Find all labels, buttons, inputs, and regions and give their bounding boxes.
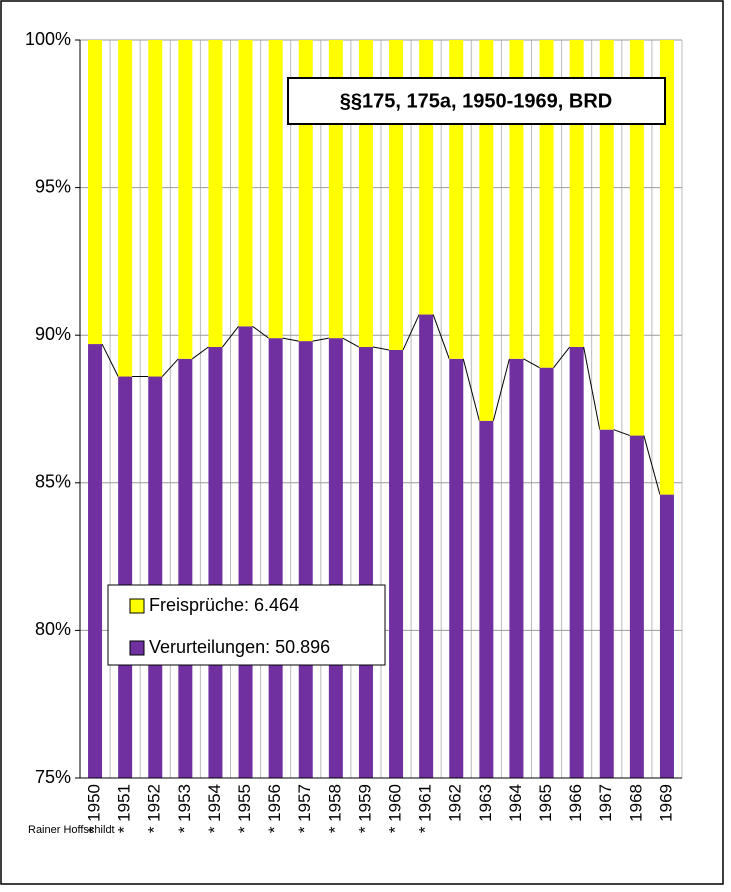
series-line	[613, 429, 631, 437]
bar	[238, 326, 253, 778]
legend-label: Verurteilungen: 50.896	[149, 637, 330, 657]
x-tick-label: * 1952	[145, 784, 164, 833]
bar	[88, 40, 103, 345]
bar	[208, 40, 223, 348]
bar	[419, 314, 434, 778]
series-line	[372, 346, 390, 351]
x-tick-label: 1968	[626, 784, 645, 822]
legend-swatch	[129, 640, 145, 656]
series-line	[583, 346, 601, 430]
bar	[268, 40, 283, 339]
bar	[178, 358, 193, 778]
bar	[599, 40, 614, 430]
x-tick-label: * 1955	[235, 784, 254, 833]
bar	[539, 367, 554, 778]
series-line	[432, 314, 450, 359]
y-tick-label: 90%	[35, 324, 71, 344]
series-line	[101, 343, 119, 377]
title-box	[287, 77, 666, 125]
x-tick-label: 1965	[536, 784, 555, 822]
bar	[599, 429, 614, 778]
series-line	[643, 435, 661, 495]
series-line	[161, 358, 179, 377]
bar	[358, 347, 373, 778]
bar	[569, 347, 584, 778]
bar	[118, 40, 133, 377]
x-tick-label: 1962	[446, 784, 465, 822]
series-line	[222, 326, 239, 348]
series-line	[492, 358, 510, 421]
series-line	[462, 358, 480, 421]
bar	[629, 435, 644, 778]
y-tick-label: 85%	[35, 472, 71, 492]
series-line	[282, 337, 299, 342]
bar	[268, 338, 283, 778]
x-tick-label: * 1958	[325, 784, 344, 833]
x-tick-label: 1967	[596, 784, 615, 822]
annotation: Rainer Hoffschildt	[28, 824, 115, 836]
bar	[449, 358, 464, 778]
bar	[509, 358, 524, 778]
bar	[208, 347, 223, 778]
y-tick-label: 100%	[25, 29, 71, 49]
bar	[148, 40, 163, 377]
series-line	[402, 314, 420, 351]
bar	[479, 420, 494, 778]
x-tick-label: * 1956	[265, 784, 284, 833]
series-line	[553, 346, 571, 368]
x-tick-label: * 1950	[85, 784, 104, 833]
bar	[88, 344, 103, 778]
x-tick-label: * 1954	[205, 784, 224, 833]
bar	[629, 40, 644, 436]
bar	[118, 376, 133, 778]
bar	[328, 338, 343, 778]
bar	[178, 40, 193, 359]
x-tick-label: 1966	[566, 784, 585, 822]
bar	[659, 40, 674, 495]
x-tick-label: * 1953	[175, 784, 194, 833]
y-tick-label: 75%	[35, 767, 71, 787]
x-tick-label: * 1960	[386, 784, 405, 833]
x-tick-label: * 1959	[355, 784, 374, 833]
bar	[298, 341, 313, 778]
bar	[659, 494, 674, 778]
legend-swatch	[129, 598, 145, 614]
series-line	[312, 337, 329, 342]
x-tick-label: * 1961	[416, 784, 435, 833]
bar	[238, 40, 253, 327]
y-tick-label: 95%	[35, 176, 71, 196]
legend	[107, 584, 386, 666]
bar	[389, 349, 404, 778]
x-tick-label: * 1957	[295, 784, 314, 833]
x-tick-label: 1969	[656, 784, 675, 822]
series-line	[342, 337, 360, 348]
x-tick-label: * 1951	[115, 784, 134, 833]
legend-label: Freisprüche: 6.464	[149, 595, 299, 615]
bar	[479, 40, 494, 421]
x-tick-label: 1963	[476, 784, 495, 822]
chart-title: §§175, 175a, 1950-1969, BRD	[340, 90, 612, 112]
bar	[148, 376, 163, 778]
y-tick-label: 80%	[35, 619, 71, 639]
series-line	[523, 358, 540, 369]
x-tick-label: 1964	[506, 784, 525, 822]
series-line	[252, 325, 269, 339]
series-line	[192, 346, 209, 360]
